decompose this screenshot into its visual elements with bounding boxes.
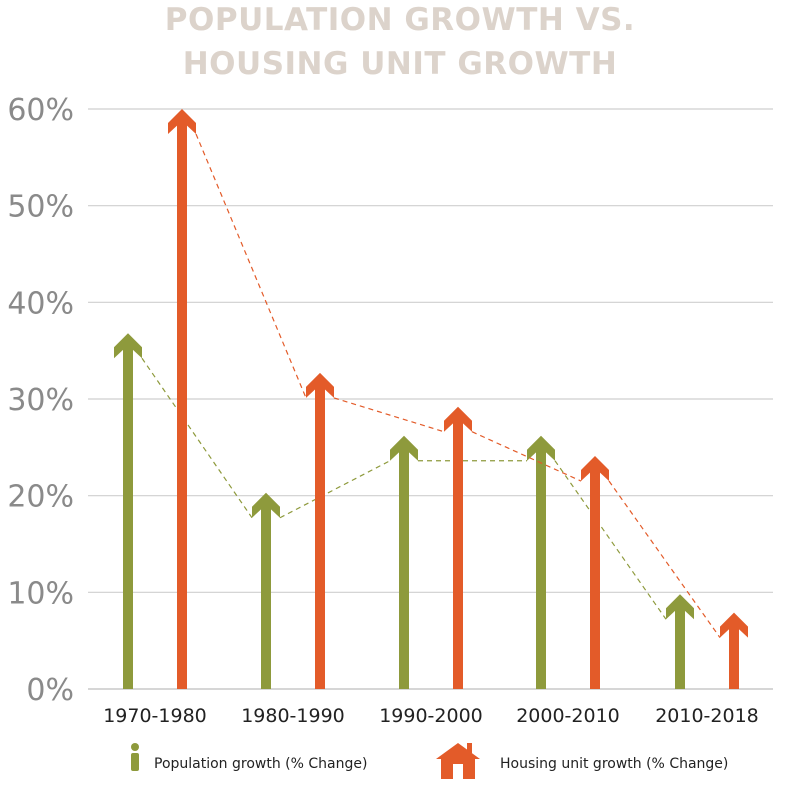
bar-arrow-population (114, 333, 142, 689)
arrow-shaft (536, 443, 546, 689)
bar-arrow-housing (720, 612, 748, 689)
bar-arrow-population (252, 492, 280, 689)
house-roof (436, 743, 480, 759)
x-tick-label: 1970-1980 (103, 705, 207, 727)
y-tick-label: 10% (7, 576, 74, 611)
y-tick-label: 40% (7, 286, 74, 321)
x-tick-label: 2000-2010 (516, 705, 620, 727)
y-tick-label: 20% (7, 480, 74, 515)
bar-arrow-population (390, 435, 418, 689)
arrow-head (581, 456, 609, 482)
arrow-head (168, 109, 196, 134)
trend-dashed-line (141, 357, 253, 519)
bar-arrow-population (527, 435, 555, 689)
y-tick-label: 30% (7, 383, 74, 418)
x-tick-label: 2010-2018 (655, 705, 759, 727)
arrow-shaft (315, 380, 325, 689)
chart-title-line1: POPULATION GROWTH VS. (164, 2, 636, 38)
trend-dashed-line (471, 431, 582, 482)
bar-arrow-population (666, 594, 694, 689)
person-head (131, 743, 139, 751)
y-tick-label: 50% (7, 190, 74, 225)
y-tick-label: 60% (7, 93, 74, 128)
person-icon (131, 743, 139, 771)
trend-dashed-line (608, 480, 721, 638)
arrow-head (444, 406, 472, 432)
bar-arrow-housing (306, 372, 334, 689)
trend-dashed-line (279, 460, 391, 519)
legend-item-housing: Housing unit growth (% Change) (436, 743, 728, 779)
y-tick-label: 0% (26, 673, 74, 708)
arrow-head (252, 492, 280, 518)
arrow-shaft (261, 500, 271, 689)
chart-title-line2: HOUSING UNIT GROWTH (182, 46, 618, 82)
arrow-shaft (123, 341, 133, 689)
x-tick-label: 1990-2000 (379, 705, 483, 727)
arrow-shaft (453, 414, 463, 689)
arrow-shaft (177, 117, 187, 689)
bar-arrow-housing (581, 456, 609, 689)
person-body (131, 753, 139, 771)
legend-label-population: Population growth (% Change) (154, 756, 367, 772)
arrow-head (306, 372, 334, 398)
arrow-head (390, 435, 418, 461)
arrow-shaft (729, 620, 739, 689)
legend-item-population: Population growth (% Change) (131, 743, 367, 772)
trend-dashed-line (554, 460, 667, 620)
bar-arrow-housing (444, 406, 472, 689)
arrow-head (527, 435, 555, 461)
trend-dashed-line (195, 133, 307, 399)
arrow-head (720, 612, 748, 638)
arrow-shaft (399, 443, 409, 689)
house-chimney (467, 743, 472, 753)
house-icon (436, 743, 480, 779)
arrow-shaft (590, 464, 600, 689)
arrow-head (666, 594, 694, 620)
arrow-shaft (675, 602, 685, 689)
trend-dashed-line (333, 397, 445, 433)
legend-label-housing: Housing unit growth (% Change) (500, 756, 728, 772)
x-tick-label: 1980-1990 (241, 705, 345, 727)
bar-arrow-housing (168, 109, 196, 689)
arrow-head (114, 333, 142, 359)
house-door (453, 764, 463, 779)
